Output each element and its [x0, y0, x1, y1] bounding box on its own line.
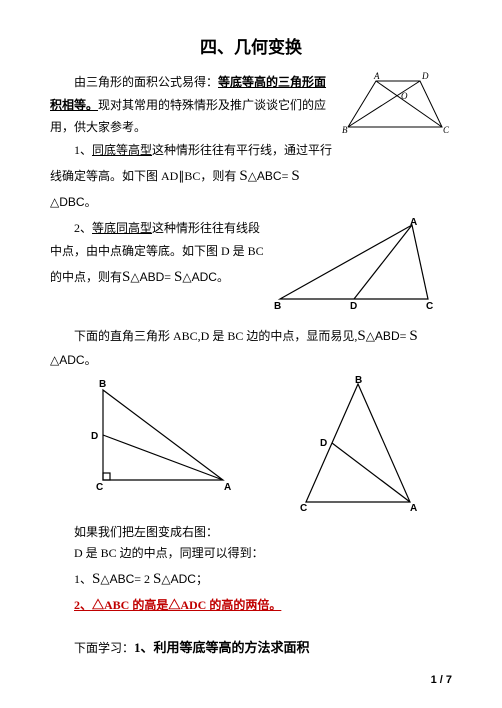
p2-label: 同底等高型 — [92, 143, 152, 157]
p5: 如果我们把左图变成右图： D 是 BC 边的中点，同理可以得到： — [50, 522, 452, 563]
lblC: C — [443, 125, 450, 135]
p3-num: 2、 — [74, 221, 92, 235]
lblC2: C — [426, 301, 433, 312]
lblC4: C — [300, 503, 307, 514]
p5a: 如果我们把左图变成右图： — [74, 525, 218, 539]
s6: S — [409, 324, 417, 350]
lblB: B — [342, 125, 348, 135]
lblB4: B — [355, 376, 362, 386]
p1-a: 由三角形的面积公式易得： — [74, 75, 218, 89]
figure-right-triangle: B D C A — [81, 376, 231, 496]
adc2: △ADC — [50, 353, 85, 367]
p6-tail: = 2 — [134, 572, 153, 586]
eq1: = — [282, 169, 292, 183]
s1: S — [239, 162, 247, 191]
lblO: O — [401, 91, 408, 101]
p7a: 下面学习： — [74, 641, 134, 655]
p3-label: 等底同高型 — [92, 221, 152, 235]
lblD4: D — [320, 438, 327, 449]
figure-trapezoid: A D B C O — [334, 71, 452, 149]
lblD: D — [421, 71, 429, 81]
p2-num: 1、 — [74, 143, 92, 157]
abc1: △ABC — [248, 169, 282, 183]
p4: 下面的直角三角形 ABC,D 是 BC 边的中点，显而易见,S△ABD= S△A… — [50, 324, 452, 370]
adc1: △ADC — [182, 270, 217, 284]
lblB3: B — [99, 379, 106, 390]
lblD3: D — [91, 431, 98, 442]
p4-text: 下面的直角三角形 ABC,D 是 BC 边的中点，显而易见, — [74, 329, 357, 343]
per1: 。 — [85, 195, 97, 209]
p6: 1、S△ABC= 2 S△ADC； — [50, 567, 452, 593]
adc3: △ADC — [161, 572, 196, 586]
figure-triangle-median: A B D C — [270, 217, 435, 312]
lblA4: A — [410, 503, 417, 514]
per2: 。 — [217, 270, 229, 284]
dbc1: △DBC — [50, 195, 85, 209]
page-title: 四、几何变换 — [50, 34, 452, 63]
per3: 。 — [85, 353, 97, 367]
page-number: 1 / 7 — [431, 671, 452, 690]
lblD2: D — [350, 301, 357, 312]
redline-text: 2、△ABC 的高是△ADC 的高的两倍。 — [74, 598, 281, 612]
block-2: 2、等底同高型这种情形往往有线段中点，由中点确定等底。如下图 D 是 BC的中点… — [50, 217, 452, 312]
figure-oblique-triangle: B D C A — [292, 376, 422, 516]
redline: 2、△ABC 的高是△ADC 的高的两倍。 — [50, 595, 452, 615]
p1: 由三角形的面积公式易得：等底等高的三角形面积相等。现对其常用的特殊情形及推广谈谈… — [50, 75, 326, 135]
p7b: 1、利用等底等高的方法求面积 — [134, 640, 310, 655]
block-1: 由三角形的面积公式易得：等底等高的三角形面积相等。现对其常用的特殊情形及推广谈谈… — [50, 71, 452, 213]
lblA2: A — [410, 217, 417, 228]
lblB2: B — [274, 301, 281, 312]
s5: S — [357, 324, 365, 350]
abd2: △ABD — [366, 329, 400, 343]
p7: 下面学习：1、利用等底等高的方法求面积 — [50, 637, 452, 659]
semi: ； — [196, 572, 208, 586]
p5b: D 是 BC 边的中点，同理可以得到： — [74, 546, 264, 560]
s2: S — [291, 162, 299, 191]
abd1: △ABD — [130, 270, 164, 284]
eq3: = — [400, 329, 410, 343]
lblC3: C — [96, 482, 103, 493]
p6-num: 1、 — [74, 572, 92, 586]
eq2: = — [164, 270, 174, 284]
lblA3: A — [224, 482, 231, 493]
lblA: A — [373, 71, 380, 81]
abc2: △ABC — [100, 572, 134, 586]
figures-row: B D C A B D C A — [50, 376, 452, 516]
